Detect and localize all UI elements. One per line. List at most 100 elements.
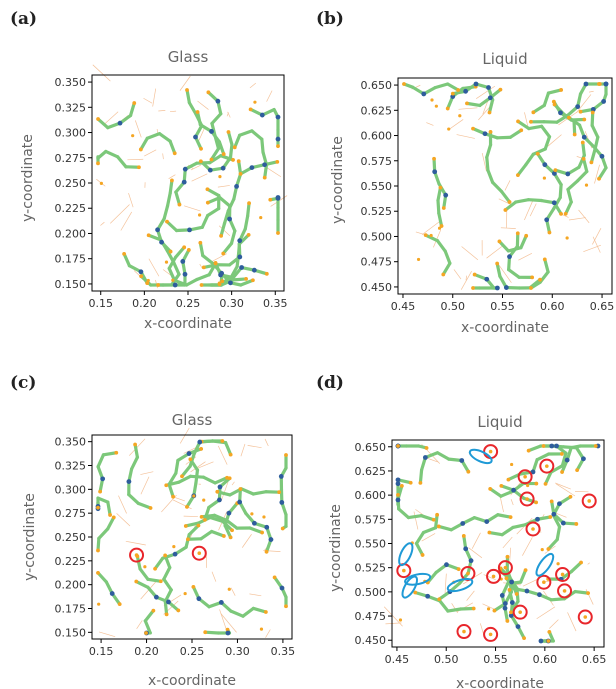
end-atom bbox=[205, 187, 210, 192]
weak-link bbox=[471, 532, 481, 549]
end-atom bbox=[399, 483, 404, 488]
bond-segment bbox=[195, 161, 212, 165]
junction-atom bbox=[549, 443, 555, 449]
isolated-atom bbox=[197, 213, 202, 217]
weak-link bbox=[227, 111, 231, 118]
junction-atom bbox=[499, 593, 505, 598]
bond-segment bbox=[421, 526, 438, 535]
end-atom bbox=[548, 515, 553, 519]
defect-circle bbox=[555, 566, 571, 582]
junction-atom bbox=[601, 99, 607, 104]
bond-segment bbox=[217, 140, 226, 156]
weak-link bbox=[265, 629, 271, 638]
weak-link bbox=[266, 90, 273, 102]
end-atom bbox=[515, 231, 520, 236]
end-atom bbox=[276, 144, 280, 149]
bond-segment bbox=[446, 82, 460, 92]
bond-segment bbox=[165, 191, 172, 208]
y-tick-label: 0.625 bbox=[361, 104, 393, 117]
bond-segment bbox=[487, 98, 495, 115]
end-atom bbox=[164, 612, 169, 617]
y-tick-label: 0.150 bbox=[55, 626, 87, 639]
end-atom bbox=[171, 494, 176, 499]
bond-segment bbox=[248, 526, 264, 535]
end-atom bbox=[507, 587, 512, 592]
end-atom bbox=[503, 208, 508, 212]
end-atom bbox=[450, 91, 455, 96]
bond-segment bbox=[208, 515, 225, 523]
y-tick-label: 0.150 bbox=[55, 278, 87, 291]
end-atom bbox=[471, 126, 475, 131]
end-atom bbox=[531, 110, 536, 115]
bond-segment bbox=[228, 142, 234, 160]
weak-link bbox=[249, 593, 262, 597]
bond-segment bbox=[446, 607, 463, 613]
end-atom bbox=[508, 515, 513, 520]
junction-atom bbox=[524, 588, 530, 594]
junction-atom bbox=[484, 276, 490, 282]
atoms bbox=[395, 443, 601, 644]
highlight-markers bbox=[129, 545, 207, 563]
end-atom bbox=[423, 233, 428, 238]
defect-atom bbox=[462, 629, 466, 634]
end-atom bbox=[145, 281, 150, 286]
bond-segment bbox=[229, 609, 245, 618]
end-atom bbox=[505, 619, 510, 623]
end-atom bbox=[180, 474, 184, 479]
end-atom bbox=[176, 608, 181, 613]
bond-segment bbox=[239, 278, 255, 287]
bond-segment bbox=[581, 140, 586, 157]
weak-link bbox=[148, 258, 160, 277]
bond-segment bbox=[221, 241, 234, 256]
end-atom bbox=[488, 486, 493, 491]
end-atom bbox=[108, 513, 112, 517]
end-atom bbox=[182, 245, 187, 250]
end-atom bbox=[276, 231, 280, 235]
weak-link bbox=[510, 499, 514, 506]
bond-segment bbox=[590, 123, 600, 139]
end-atom bbox=[170, 178, 174, 183]
weak-link bbox=[466, 590, 475, 601]
weak-link bbox=[476, 85, 496, 99]
end-atom bbox=[580, 140, 585, 145]
bond-segment bbox=[135, 554, 142, 571]
bond-segment bbox=[527, 124, 544, 131]
end-atom bbox=[590, 110, 595, 115]
junction-atom bbox=[159, 239, 164, 245]
weak-link bbox=[218, 225, 231, 237]
isolated-atom bbox=[429, 233, 433, 238]
bond-segment bbox=[153, 556, 165, 571]
network bbox=[95, 427, 288, 638]
weak-link bbox=[588, 90, 594, 93]
bond-segment bbox=[540, 124, 552, 139]
end-atom bbox=[221, 152, 226, 156]
weak-link bbox=[556, 483, 576, 497]
end-atom bbox=[117, 602, 122, 607]
bond-segment bbox=[543, 135, 552, 151]
end-atom bbox=[284, 453, 288, 457]
bond-segment bbox=[237, 159, 243, 176]
junction-atom bbox=[450, 94, 456, 99]
weak-link bbox=[191, 173, 208, 182]
end-atom bbox=[589, 160, 594, 165]
junction-atom bbox=[126, 479, 132, 485]
bond-segment bbox=[246, 201, 251, 218]
end-atom bbox=[186, 537, 190, 542]
chart-title: Liquid bbox=[482, 50, 527, 68]
end-atom bbox=[498, 87, 503, 92]
bond-segment bbox=[180, 464, 192, 478]
isolated-atom bbox=[202, 498, 206, 502]
bond-segment bbox=[195, 273, 211, 282]
weak-link bbox=[536, 606, 556, 620]
junction-atom bbox=[275, 195, 281, 200]
end-atom bbox=[597, 82, 601, 86]
end-atom bbox=[264, 549, 269, 554]
junction-atom bbox=[109, 591, 115, 596]
end-atom bbox=[213, 261, 218, 266]
x-tick-label: 0.25 bbox=[180, 645, 205, 658]
weak-link bbox=[592, 236, 601, 253]
end-atom bbox=[579, 560, 583, 565]
y-tick-label: 0.325 bbox=[55, 101, 87, 114]
panel-d: (d) Liquid x-coordinate y-coordinate 0.4… bbox=[316, 373, 606, 689]
isolated-atom bbox=[510, 462, 514, 467]
